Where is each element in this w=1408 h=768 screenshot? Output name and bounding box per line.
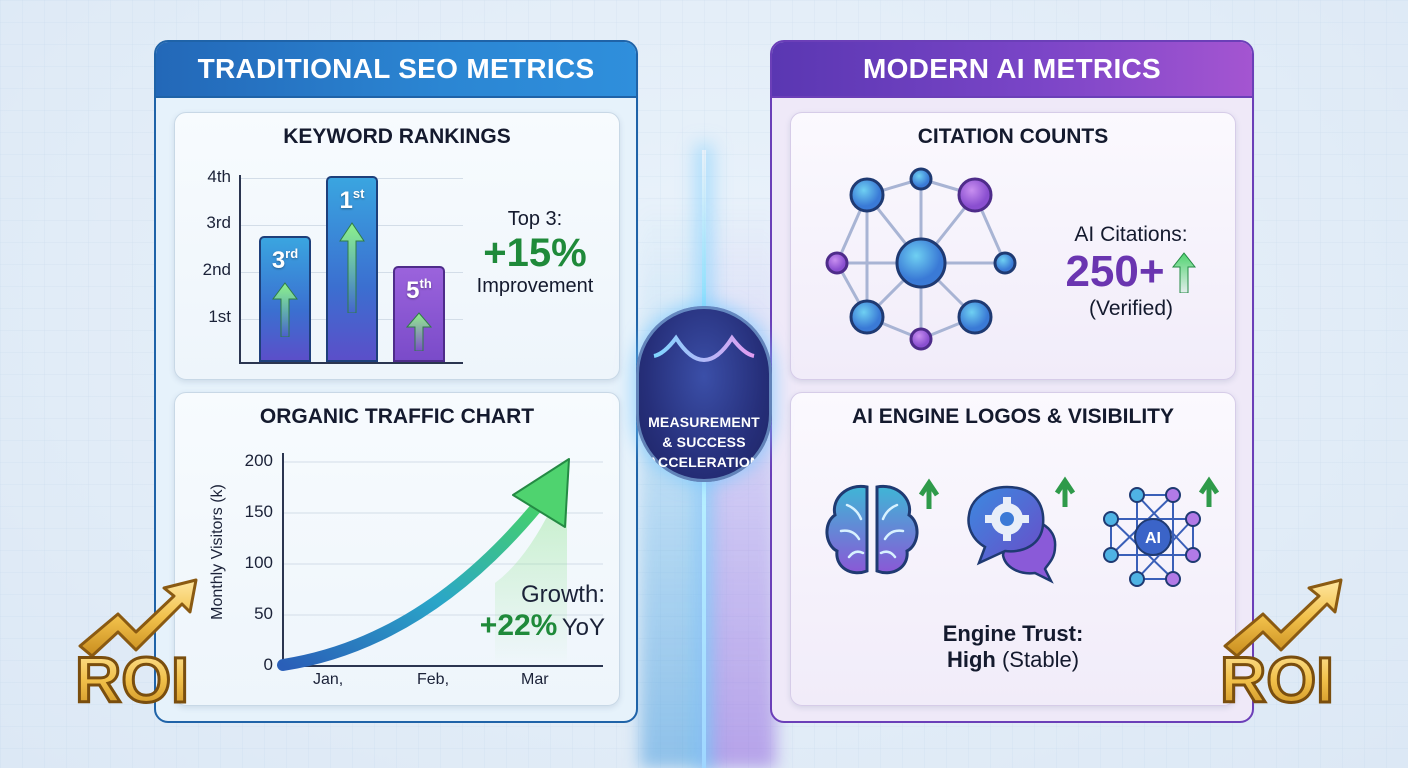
roi-text: ROI bbox=[75, 644, 189, 708]
trust-value: High bbox=[946, 647, 996, 672]
modern-ai-panel: MODERN AI METRICS CITATION COUNTS bbox=[770, 40, 1254, 723]
card-title: ORGANIC TRAFFIC CHART bbox=[259, 405, 535, 428]
hub-line-1: MEASUREMENT bbox=[648, 414, 760, 430]
bridge-icon bbox=[653, 334, 755, 400]
stat-label: Top 3: bbox=[507, 208, 563, 230]
stat-label: AI Citations: bbox=[1074, 223, 1188, 246]
ai-engine-visibility-card: AI ENGINE LOGOS & VISIBILITY bbox=[790, 392, 1236, 706]
stat-sub: Improvement bbox=[476, 275, 594, 297]
up-arrow-icon bbox=[272, 282, 298, 337]
bar-rank-1st: 1st bbox=[326, 176, 378, 362]
stat-value: +15% bbox=[483, 231, 587, 275]
up-arrow-icon bbox=[405, 312, 433, 351]
bar-rank-5th: 5th bbox=[393, 266, 445, 362]
up-arrow-icon bbox=[339, 222, 365, 313]
card-title: KEYWORD RANKINGS bbox=[283, 125, 511, 148]
roi-text: ROI bbox=[1220, 644, 1334, 708]
growth-stat: Growth: +22% YoY bbox=[480, 581, 605, 643]
y-tick: 1st bbox=[208, 307, 231, 326]
ai-badge-text: AI bbox=[1145, 530, 1161, 547]
bar-label-suffix: th bbox=[419, 276, 432, 291]
y-tick: 100 bbox=[244, 553, 273, 572]
keyword-rankings-chart: 4th 3rd 2nd 1st 3rd 1st 5th bbox=[195, 165, 465, 365]
stat-unit: YoY bbox=[561, 614, 605, 641]
right-glow bbox=[706, 200, 776, 768]
roi-badge-icon: ROI bbox=[1219, 578, 1343, 708]
engine-trust: Engine Trust: High (Stable) bbox=[791, 621, 1235, 673]
brain-icon bbox=[825, 478, 940, 575]
stat-sub: (Verified) bbox=[1088, 297, 1174, 320]
organic-traffic-card: ORGANIC TRAFFIC CHART Monthly Visitors (… bbox=[174, 392, 620, 706]
organic-traffic-chart: Monthly Visitors (k) 200 150 100 50 0 bbox=[195, 443, 615, 693]
card-title: AI ENGINE LOGOS & VISIBILITY bbox=[851, 405, 1175, 428]
measurement-hub: MEASUREMENT & SUCCESS ACCELERATION bbox=[636, 306, 772, 482]
x-tick: Jan, bbox=[313, 671, 344, 688]
y-tick: 50 bbox=[254, 604, 273, 623]
ai-network-icon: AI bbox=[1103, 476, 1220, 587]
bar-label: 3 bbox=[271, 247, 286, 274]
traffic-line-plot bbox=[277, 453, 603, 671]
panel-title: MODERN AI METRICS bbox=[772, 42, 1252, 98]
y-tick: 200 bbox=[244, 451, 273, 470]
stat-value: +22% bbox=[479, 609, 558, 642]
bar-label-suffix: rd bbox=[285, 246, 299, 261]
stat-label: Growth: bbox=[520, 581, 605, 608]
trust-note: (Stable) bbox=[1001, 647, 1080, 672]
roi-badge-icon: ROI bbox=[74, 578, 198, 708]
y-tick: 150 bbox=[244, 502, 273, 521]
card-title: CITATION COUNTS bbox=[917, 125, 1109, 148]
stat-value: 250+ bbox=[1065, 247, 1165, 296]
x-axis bbox=[239, 362, 463, 364]
chat-gear-icon bbox=[967, 476, 1076, 584]
bar-label: 1 bbox=[339, 187, 353, 214]
bar-rank-3rd: 3rd bbox=[259, 236, 311, 362]
citation-network-icon bbox=[825, 167, 1017, 351]
traditional-seo-panel: TRADITIONAL SEO METRICS KEYWORD RANKINGS… bbox=[154, 40, 638, 723]
bar-label: 5 bbox=[406, 277, 420, 304]
bar-label-suffix: st bbox=[352, 186, 365, 201]
y-tick: 4th bbox=[207, 167, 231, 186]
ai-citations-stat: AI Citations: 250+ (Verified) bbox=[1041, 223, 1221, 321]
up-arrow-icon bbox=[1171, 252, 1196, 293]
y-axis bbox=[239, 175, 241, 363]
trust-label: Engine Trust: bbox=[942, 621, 1084, 646]
y-tick: 2nd bbox=[202, 260, 231, 279]
keyword-rankings-card: KEYWORD RANKINGS 4th 3rd 2nd 1st 3rd 1st… bbox=[174, 112, 620, 380]
top3-stat: Top 3: +15% Improvement bbox=[465, 208, 605, 298]
left-glow bbox=[640, 200, 710, 768]
citation-counts-card: CITATION COUNTS bbox=[790, 112, 1236, 380]
y-tick: 3rd bbox=[206, 213, 231, 232]
x-tick: Mar bbox=[521, 671, 549, 688]
y-tick: 0 bbox=[263, 655, 273, 674]
hub-line-2: & SUCCESS bbox=[662, 434, 746, 450]
hub-line-3: ACCELERATION bbox=[647, 454, 761, 470]
x-tick: Feb, bbox=[417, 671, 450, 688]
panel-title: TRADITIONAL SEO METRICS bbox=[156, 42, 636, 98]
